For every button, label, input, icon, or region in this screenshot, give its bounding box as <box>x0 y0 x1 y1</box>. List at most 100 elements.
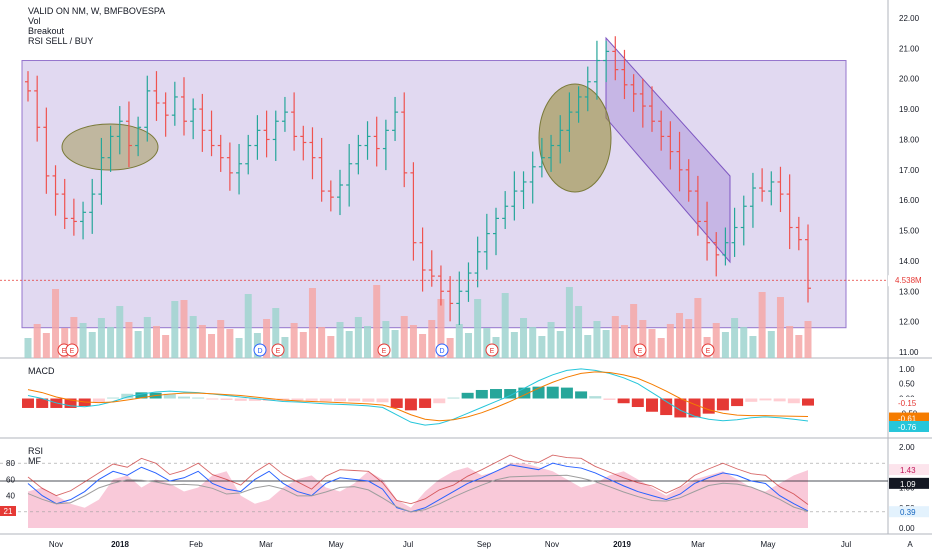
macd-signal-value: -0.61 <box>898 415 917 424</box>
macd-histogram-bar <box>447 397 460 399</box>
event-marker[interactable] <box>377 343 391 357</box>
volume-bar <box>345 331 353 358</box>
volume-bar <box>327 336 335 358</box>
mf-pane-label[interactable]: MF <box>28 456 41 466</box>
rsi-black-value-tag <box>889 477 929 489</box>
macd-histogram-bar <box>504 389 517 399</box>
price-axis-tick: 18.00 <box>899 135 920 144</box>
volume-bar <box>648 329 656 358</box>
mf-axis-tick: 0.00 <box>899 524 915 533</box>
volume-bar <box>409 325 417 358</box>
price-axis-tick: 14.00 <box>899 257 920 266</box>
macd-histogram-bar <box>787 398 800 404</box>
last-volume-label: 4.538M <box>895 276 922 285</box>
macd-histogram-bar <box>121 393 134 399</box>
rsi-value-tag <box>0 505 16 516</box>
macd-histogram-bar <box>220 398 233 400</box>
volume-bar <box>79 323 87 358</box>
event-marker[interactable] <box>633 343 647 357</box>
macd-histogram-bar <box>376 398 389 403</box>
event-marker[interactable] <box>485 343 499 357</box>
macd-histogram-bar <box>404 398 417 411</box>
rsi-smoothed-line <box>27 474 809 513</box>
volume-bar <box>208 334 216 358</box>
indicator-vol-label[interactable]: Vol <box>28 16 41 26</box>
volume-bar <box>575 306 583 358</box>
volume-bar <box>308 288 316 358</box>
volume-bar <box>795 335 803 358</box>
volume-bar <box>584 335 592 358</box>
time-axis-label: Nov <box>49 540 63 549</box>
macd-histogram-bar <box>348 398 361 402</box>
macd-histogram-bar <box>178 396 190 399</box>
macd-histogram-bar <box>362 398 375 402</box>
macd-histogram-bar <box>631 398 644 408</box>
macd-histogram-value: -0.15 <box>898 399 917 408</box>
volume-bar <box>731 318 739 358</box>
macd-histogram-bar <box>475 389 488 399</box>
time-axis-label: Mar <box>259 540 273 549</box>
auto-scale-button[interactable]: A <box>907 540 913 549</box>
macd-histogram-bar <box>546 386 559 399</box>
price-axis-tick: 20.00 <box>899 75 920 84</box>
price-axis-tick: 15.00 <box>899 227 920 236</box>
event-marker-letter: E <box>490 348 495 355</box>
macd-pane-label[interactable]: MACD <box>28 366 55 376</box>
macd-histogram-bar <box>206 398 219 400</box>
indicator-breakout-label[interactable]: Breakout <box>28 26 65 36</box>
event-marker-letter: E <box>382 348 387 355</box>
volume-bar <box>712 323 720 358</box>
event-marker[interactable] <box>65 343 79 357</box>
signal-line[interactable] <box>27 371 809 422</box>
volume-bar <box>437 299 445 358</box>
macd-line-value: -0.76 <box>898 423 917 432</box>
volume-bar <box>143 317 151 358</box>
volume-bar <box>520 318 528 358</box>
indicator-rsi-sell-buy-label[interactable]: RSI SELL / BUY <box>28 36 94 46</box>
macd-histogram-bar <box>291 398 304 401</box>
volume-bar <box>474 299 482 358</box>
macd-line[interactable] <box>27 368 809 426</box>
rsi-line[interactable] <box>27 462 809 513</box>
highlight-ellipse[interactable] <box>538 83 612 193</box>
volume-bar <box>464 333 472 358</box>
mf-pink-value-tag <box>889 464 929 476</box>
price-axis-tick: 21.00 <box>899 44 920 53</box>
event-marker[interactable] <box>435 343 449 357</box>
volume-bar <box>70 317 78 358</box>
event-marker[interactable] <box>253 343 267 357</box>
volume-bar <box>602 330 610 358</box>
macd-histogram-bar <box>660 398 673 416</box>
mf-axis-tick: 2.00 <box>899 443 915 452</box>
last-price-tag-bg <box>888 275 932 287</box>
rsi-current-value: 21 <box>4 507 13 516</box>
macd-histogram-bar <box>64 398 77 408</box>
symbol-title[interactable]: VALID ON NM, W, BMFBOVESPA <box>28 6 166 16</box>
macd-histogram-bar <box>532 386 545 399</box>
volume-bar <box>501 293 509 358</box>
event-marker[interactable] <box>271 343 285 357</box>
volume-bar <box>189 316 197 358</box>
macd-histogram-bar <box>560 387 573 399</box>
rsi-pane-label[interactable]: RSI <box>28 446 44 456</box>
volume-bar <box>198 325 206 358</box>
macd-histogram-value-tag <box>889 396 929 408</box>
macd-histogram-bar <box>575 391 588 399</box>
volume-bar <box>180 300 188 358</box>
event-marker-letter: D <box>439 348 444 355</box>
price-axis-tick: 17.00 <box>899 166 920 175</box>
rsi-blue-value-tag <box>889 506 929 518</box>
macd-histogram-bar <box>646 398 658 412</box>
macd-histogram-bar <box>745 398 758 402</box>
event-marker[interactable] <box>701 343 715 357</box>
volume-bar <box>446 338 454 358</box>
descending-channel[interactable] <box>605 36 731 264</box>
macd-histogram-bar <box>234 398 247 401</box>
volume-bar <box>749 336 757 358</box>
volume-bar <box>364 326 372 358</box>
rsi-upper-line <box>27 454 809 505</box>
volume-bar <box>593 321 601 358</box>
price-axis-tick: 12.00 <box>899 318 920 327</box>
